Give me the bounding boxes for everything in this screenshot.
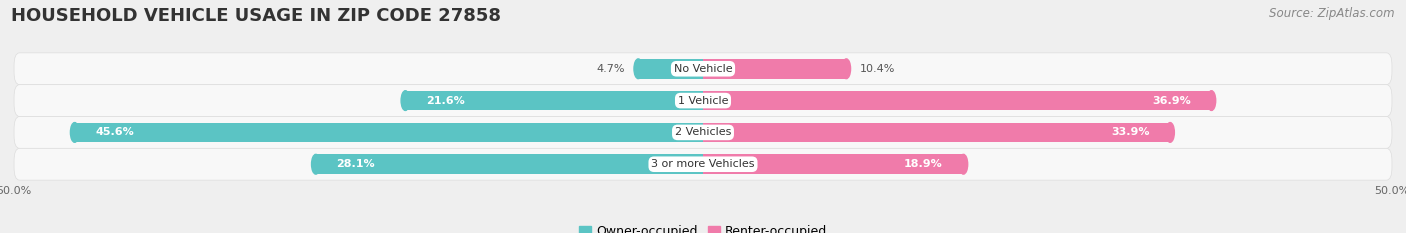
Circle shape <box>312 154 321 174</box>
Circle shape <box>401 91 409 110</box>
FancyBboxPatch shape <box>14 148 1392 180</box>
Bar <box>703 91 1212 110</box>
FancyBboxPatch shape <box>14 85 1392 116</box>
Text: 1 Vehicle: 1 Vehicle <box>678 96 728 106</box>
Bar <box>638 59 703 79</box>
Text: HOUSEHOLD VEHICLE USAGE IN ZIP CODE 27858: HOUSEHOLD VEHICLE USAGE IN ZIP CODE 2785… <box>11 7 502 25</box>
Legend: Owner-occupied, Renter-occupied: Owner-occupied, Renter-occupied <box>574 220 832 233</box>
Circle shape <box>959 154 967 174</box>
Text: 2 Vehicles: 2 Vehicles <box>675 127 731 137</box>
FancyBboxPatch shape <box>14 53 1392 85</box>
Text: 28.1%: 28.1% <box>336 159 375 169</box>
Text: 18.9%: 18.9% <box>904 159 943 169</box>
Text: 10.4%: 10.4% <box>860 64 896 74</box>
Text: 3 or more Vehicles: 3 or more Vehicles <box>651 159 755 169</box>
Bar <box>703 59 846 79</box>
Bar <box>75 123 703 142</box>
Circle shape <box>70 123 79 142</box>
Text: 36.9%: 36.9% <box>1152 96 1191 106</box>
Circle shape <box>1208 91 1216 110</box>
Text: Source: ZipAtlas.com: Source: ZipAtlas.com <box>1270 7 1395 20</box>
Bar <box>703 154 963 174</box>
Bar <box>316 154 703 174</box>
Text: No Vehicle: No Vehicle <box>673 64 733 74</box>
Bar <box>703 123 1170 142</box>
Text: 4.7%: 4.7% <box>596 64 624 74</box>
Bar <box>405 91 703 110</box>
FancyBboxPatch shape <box>14 116 1392 148</box>
Text: 33.9%: 33.9% <box>1111 127 1150 137</box>
Text: 21.6%: 21.6% <box>426 96 465 106</box>
Circle shape <box>1166 123 1174 142</box>
Circle shape <box>842 59 851 79</box>
Text: 45.6%: 45.6% <box>96 127 134 137</box>
Circle shape <box>634 59 643 79</box>
